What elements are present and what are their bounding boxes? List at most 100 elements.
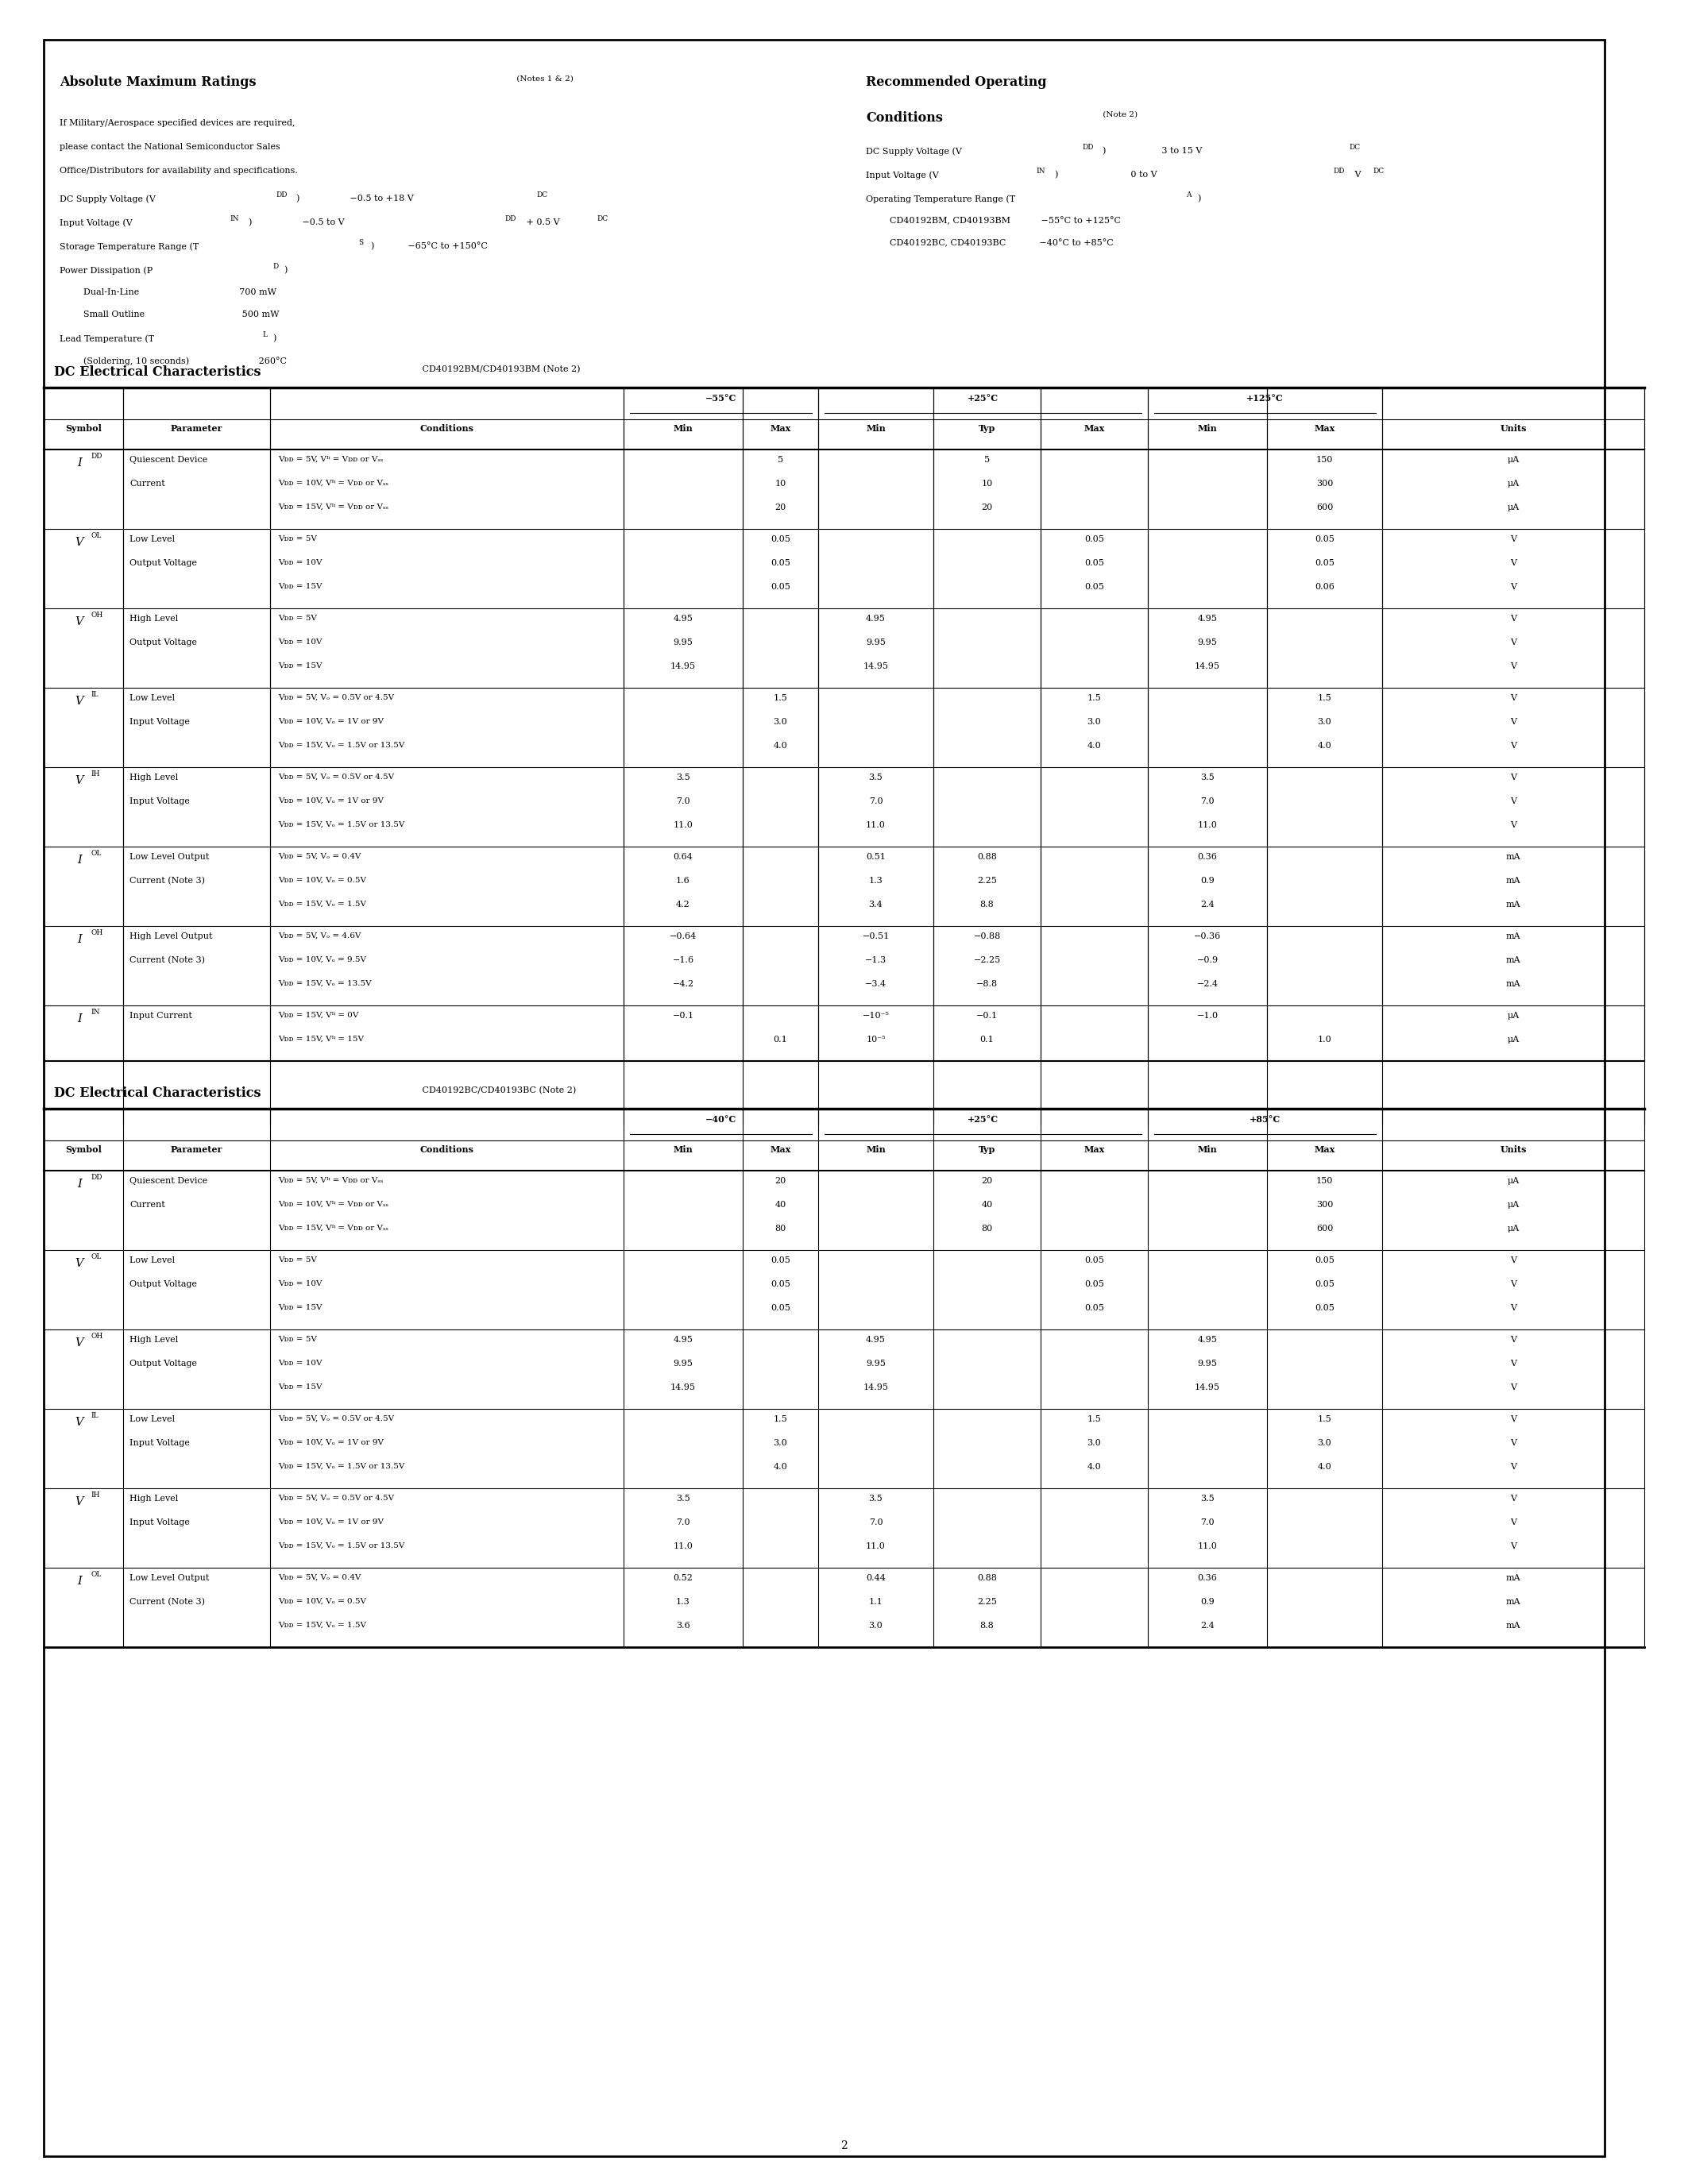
Text: 1.5: 1.5: [1318, 1415, 1332, 1424]
Text: IN: IN: [1036, 168, 1045, 175]
Text: 3.0: 3.0: [1318, 719, 1332, 725]
Text: 1.5: 1.5: [1087, 1415, 1101, 1424]
Text: DD: DD: [91, 1173, 101, 1182]
Text: )            −65°C to +150°C: ) −65°C to +150°C: [371, 242, 488, 251]
Text: 0.88: 0.88: [977, 1575, 998, 1581]
Text: Vᴅᴅ = 15V, Vᴵᵎ = Vᴅᴅ or Vₛₛ: Vᴅᴅ = 15V, Vᴵᵎ = Vᴅᴅ or Vₛₛ: [279, 1225, 388, 1232]
Text: Parameter: Parameter: [170, 424, 223, 432]
Text: 600: 600: [1317, 1225, 1334, 1232]
Text: mA: mA: [1506, 900, 1521, 909]
Text: I: I: [78, 935, 81, 946]
Text: Output Voltage: Output Voltage: [130, 638, 197, 646]
Text: Power Dissipation (P: Power Dissipation (P: [59, 266, 152, 275]
Text: 7.0: 7.0: [677, 1518, 690, 1527]
Text: Conditions: Conditions: [420, 1144, 474, 1153]
Text: Vᴅᴅ = 10V: Vᴅᴅ = 10V: [279, 638, 322, 646]
Text: V: V: [76, 1258, 84, 1269]
Text: Output Voltage: Output Voltage: [130, 559, 197, 568]
Text: Vᴅᴅ = 5V: Vᴅᴅ = 5V: [279, 535, 317, 542]
Text: Input Voltage: Input Voltage: [130, 797, 189, 806]
Text: Low Level: Low Level: [130, 695, 176, 701]
Text: 1.1: 1.1: [869, 1599, 883, 1605]
Text: V: V: [1511, 1463, 1516, 1470]
Text: Quiescent Device: Quiescent Device: [130, 456, 208, 463]
Text: −3.4: −3.4: [864, 981, 886, 987]
Text: Vᴅᴅ = 5V, Vₒ = 0.5V or 4.5V: Vᴅᴅ = 5V, Vₒ = 0.5V or 4.5V: [279, 773, 393, 780]
Text: V: V: [1511, 719, 1516, 725]
Text: Vᴅᴅ = 15V, Vₒ = 1.5V: Vᴅᴅ = 15V, Vₒ = 1.5V: [279, 1623, 366, 1629]
Text: −1.6: −1.6: [672, 957, 694, 963]
Text: 14.95: 14.95: [863, 1382, 888, 1391]
Text: 4.95: 4.95: [1197, 1337, 1217, 1343]
Text: Symbol: Symbol: [66, 424, 101, 432]
Text: 7.0: 7.0: [1200, 1518, 1214, 1527]
Text: 7.0: 7.0: [1200, 797, 1214, 806]
Text: V: V: [1511, 821, 1516, 830]
Text: Input Voltage: Input Voltage: [130, 719, 189, 725]
Text: DC Supply Voltage (V: DC Supply Voltage (V: [59, 194, 155, 203]
Text: 9.95: 9.95: [866, 1361, 886, 1367]
Text: 150: 150: [1317, 1177, 1334, 1186]
Text: IH: IH: [91, 771, 100, 778]
Text: −0.64: −0.64: [670, 933, 697, 941]
Text: +25°C: +25°C: [967, 393, 999, 402]
Text: −1.3: −1.3: [864, 957, 886, 963]
Text: OL: OL: [91, 1570, 101, 1579]
Text: Vᴅᴅ = 15V, Vₒ = 1.5V or 13.5V: Vᴅᴅ = 15V, Vₒ = 1.5V or 13.5V: [279, 743, 405, 749]
Text: 2.4: 2.4: [1200, 1623, 1214, 1629]
Text: DD: DD: [1082, 144, 1094, 151]
Text: 1.3: 1.3: [869, 876, 883, 885]
Text: Typ: Typ: [979, 424, 996, 432]
Text: 20: 20: [981, 1177, 993, 1186]
Text: CD40192BC/CD40193BC (Note 2): CD40192BC/CD40193BC (Note 2): [419, 1085, 576, 1094]
Text: Low Level Output: Low Level Output: [130, 1575, 209, 1581]
Text: 4.2: 4.2: [677, 900, 690, 909]
Text: 0.1: 0.1: [773, 1035, 788, 1044]
Text: 2: 2: [841, 2140, 847, 2151]
Text: DC: DC: [537, 192, 547, 199]
Text: CD40192BM/CD40193BM (Note 2): CD40192BM/CD40193BM (Note 2): [419, 365, 581, 373]
Text: Vᴅᴅ = 15V, Vₒ = 1.5V: Vᴅᴅ = 15V, Vₒ = 1.5V: [279, 900, 366, 909]
Text: 0.9: 0.9: [1200, 876, 1214, 885]
Text: Vᴅᴅ = 10V, Vₒ = 1V or 9V: Vᴅᴅ = 10V, Vₒ = 1V or 9V: [279, 719, 383, 725]
Text: 3.0: 3.0: [773, 1439, 788, 1448]
Text: 4.95: 4.95: [866, 614, 886, 622]
Text: 0.05: 0.05: [770, 583, 790, 592]
Text: −0.1: −0.1: [672, 1011, 694, 1020]
Text: (Note 2): (Note 2): [1101, 111, 1138, 118]
Text: V: V: [1511, 773, 1516, 782]
Text: Recommended Operating: Recommended Operating: [866, 76, 1047, 90]
Text: μA: μA: [1507, 456, 1519, 463]
Text: Vᴅᴅ = 5V, Vᴵᵎ = Vᴅᴅ or Vₛₛ: Vᴅᴅ = 5V, Vᴵᵎ = Vᴅᴅ or Vₛₛ: [279, 456, 383, 463]
Text: 0.51: 0.51: [866, 854, 886, 860]
Text: Max: Max: [1315, 424, 1335, 432]
Text: Operating Temperature Range (T: Operating Temperature Range (T: [866, 194, 1014, 203]
Text: 0.05: 0.05: [1084, 559, 1104, 568]
Text: V: V: [76, 697, 84, 708]
Text: V: V: [76, 1337, 84, 1348]
Text: Units: Units: [1501, 424, 1526, 432]
Text: 0.36: 0.36: [1197, 854, 1217, 860]
Text: 14.95: 14.95: [863, 662, 888, 670]
Text: V: V: [1511, 1337, 1516, 1343]
Text: V: V: [1511, 797, 1516, 806]
Text: Vᴅᴅ = 10V, Vₒ = 0.5V: Vᴅᴅ = 10V, Vₒ = 0.5V: [279, 876, 366, 885]
Text: )                  −0.5 to V: ) −0.5 to V: [248, 218, 344, 227]
Text: Vᴅᴅ = 15V: Vᴅᴅ = 15V: [279, 583, 322, 590]
Text: Quiescent Device: Quiescent Device: [130, 1177, 208, 1186]
Text: V: V: [76, 1496, 84, 1507]
Text: IL: IL: [91, 690, 98, 699]
Text: 1.6: 1.6: [677, 876, 690, 885]
Text: DC: DC: [1372, 168, 1384, 175]
Text: DC: DC: [1349, 144, 1361, 151]
Text: V: V: [1511, 662, 1516, 670]
Text: Vᴅᴅ = 10V, Vₒ = 1V or 9V: Vᴅᴅ = 10V, Vₒ = 1V or 9V: [279, 1439, 383, 1446]
Text: mA: mA: [1506, 981, 1521, 987]
Text: (Notes 1 & 2): (Notes 1 & 2): [513, 76, 574, 83]
Text: V: V: [1511, 1518, 1516, 1527]
Text: V: V: [1511, 1280, 1516, 1289]
Text: −2.25: −2.25: [974, 957, 1001, 963]
Text: DC: DC: [596, 216, 608, 223]
Text: 11.0: 11.0: [866, 1542, 886, 1551]
Text: Vᴅᴅ = 15V, Vₒ = 1.5V or 13.5V: Vᴅᴅ = 15V, Vₒ = 1.5V or 13.5V: [279, 1463, 405, 1470]
